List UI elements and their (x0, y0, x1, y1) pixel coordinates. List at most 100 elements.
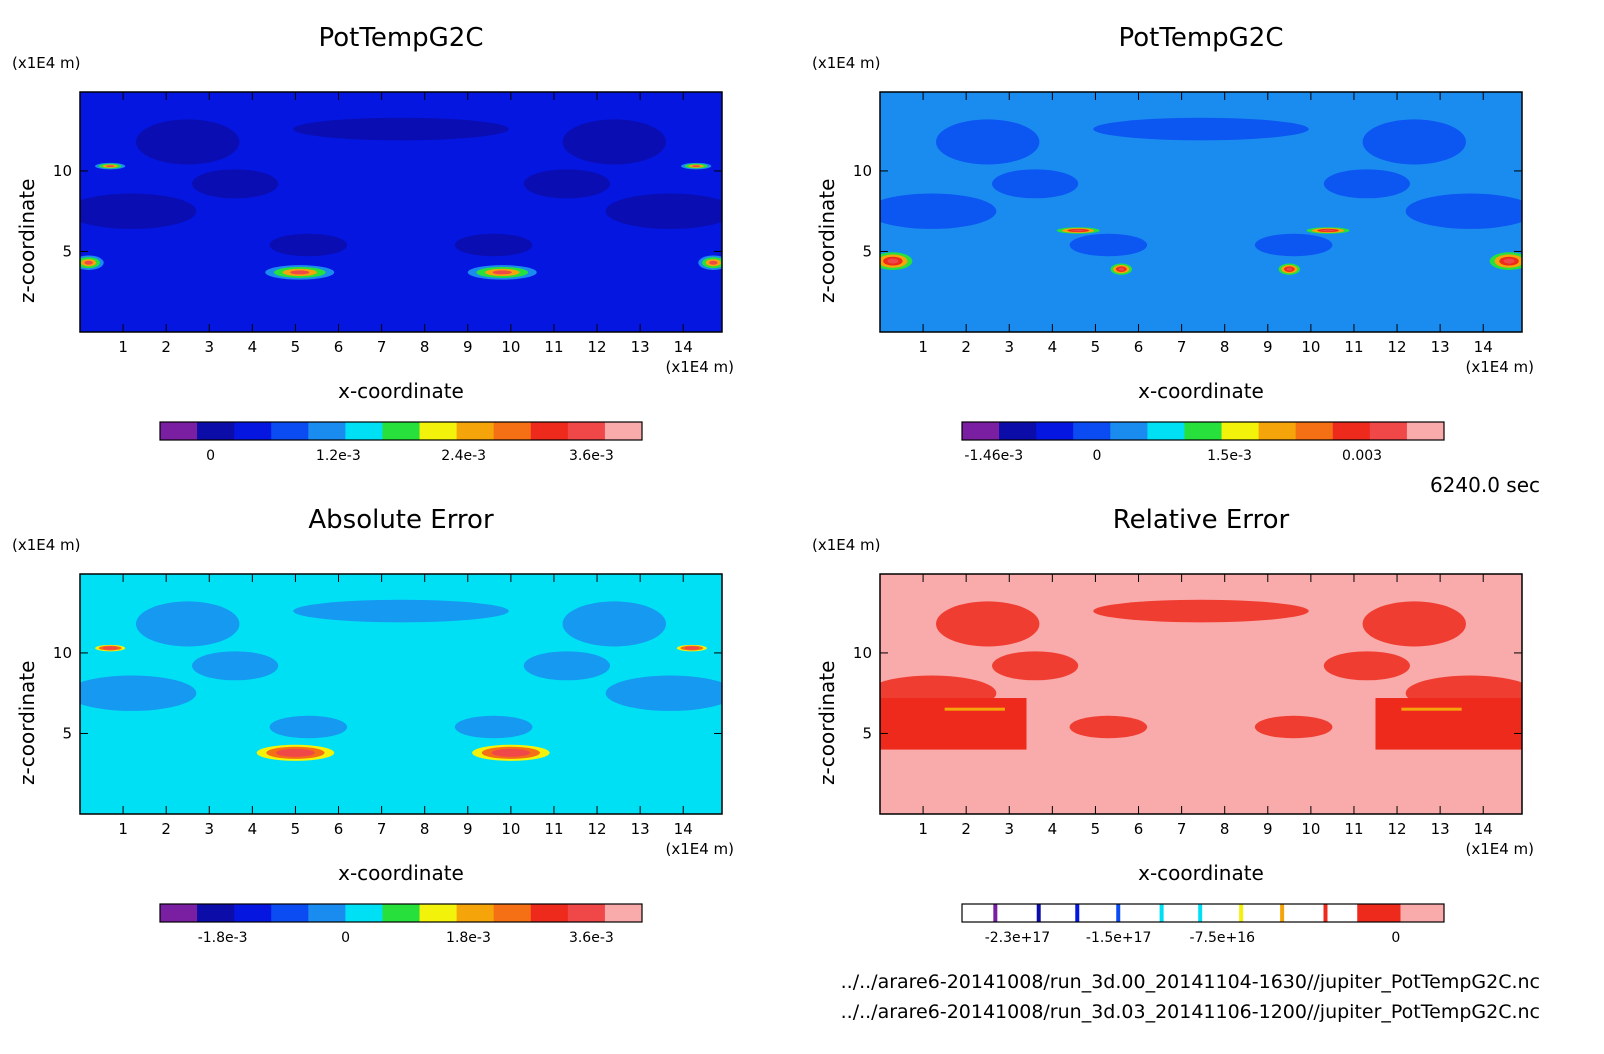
x-tick-label: 6 (1134, 338, 1144, 356)
y-tick-label: 5 (862, 724, 872, 742)
x-tick-label: 6 (334, 338, 344, 356)
x-tick-label: 8 (1220, 338, 1230, 356)
x-tick-label: 14 (1474, 338, 1493, 356)
heatmap-field (880, 92, 1522, 332)
colorbar-frame (961, 903, 1445, 923)
y-unit-label: (x1E4 m) (12, 54, 81, 72)
field-region (1323, 651, 1410, 681)
x-tick-label: 8 (420, 820, 430, 838)
x-tick-label: 9 (1263, 338, 1273, 356)
colorbar-tick-label: -7.5e+16 (1190, 930, 1256, 946)
colorbar-frame (961, 421, 1445, 441)
x-tick-label: 4 (248, 820, 258, 838)
field-region (192, 169, 279, 199)
colorbar-tick-label: 0 (341, 930, 350, 946)
y-tick-label: 10 (53, 644, 72, 662)
field-region (992, 651, 1079, 681)
colorbar-segment (1221, 422, 1260, 440)
x-tick-label: 4 (248, 338, 258, 356)
field-region (1069, 233, 1148, 257)
field-region (1093, 117, 1309, 141)
colorbar-segment (567, 422, 606, 440)
panel-title: PotTempG2C (319, 23, 484, 53)
field-region (936, 601, 1040, 647)
x-tick-label: 11 (1344, 338, 1363, 356)
y-tick-label: 10 (853, 162, 872, 180)
x-tick-label: 10 (501, 820, 520, 838)
colorbar-tick-label: -2.3e+17 (985, 930, 1050, 946)
field-anomaly (709, 260, 718, 265)
y-unit-label: (x1E4 m) (812, 54, 881, 72)
colorbar-segment (197, 904, 235, 922)
x-tick-label: 8 (1220, 820, 1230, 838)
colorbar-segment (1258, 422, 1297, 440)
colorbar-segment (567, 904, 606, 922)
colorbar-segment (271, 422, 309, 440)
field-region (605, 193, 722, 229)
colorbar-tick-label: 0.003 (1342, 448, 1382, 464)
field-region (293, 599, 509, 623)
x-tick-label: 12 (588, 338, 607, 356)
field-region (605, 675, 722, 711)
field-region (293, 117, 509, 141)
x-tick-label: 3 (204, 338, 214, 356)
source-file-path: ../../arare6-20141008/run_3d.03_20141106… (841, 1001, 1540, 1023)
x-tick-label: 5 (291, 820, 301, 838)
colorbar-segment (234, 422, 272, 440)
y-tick-label: 5 (62, 242, 72, 260)
x-tick-label: 10 (1301, 338, 1320, 356)
colorbar-tick-label: -1.8e-3 (198, 930, 248, 946)
x-tick-label: 2 (961, 338, 971, 356)
field-anomaly (1286, 267, 1293, 271)
colorbar-segment (197, 422, 235, 440)
panel-potemp-g2c-run00: PotTempG2C(x1E4 m)1 2 3 4 5 6 7 8 9 10 11 12 13 14510… (12, 23, 734, 464)
field-region (1069, 715, 1148, 739)
colorbar: 0 1.2e-3 2.4e-3 3.6e-3 (159, 421, 643, 464)
plot-frame (79, 91, 723, 333)
colorbar: -2.3e+17 -1.5e+17 -7.5e+16 0 (961, 903, 1445, 946)
colorbar-tick-label: 1.2e-3 (316, 448, 361, 464)
x-tick-label: 9 (463, 338, 473, 356)
colorbar: -1.46e-3 0 1.5e-3 0.003 (961, 421, 1445, 464)
colorbar-segment (993, 904, 998, 922)
panel-absolute-error: Absolute Error(x1E4 m)1 2 3 4 5 6 7 8 9 10 11 12 13 1… (12, 505, 734, 946)
colorbar-segment (1295, 422, 1334, 440)
x-tick-label: 9 (463, 820, 473, 838)
field-region (523, 169, 610, 199)
x-tick-label: 11 (544, 338, 563, 356)
x-tick-label: 2 (161, 820, 171, 838)
field-region (1405, 193, 1522, 229)
y-axis-label: z-coordinate (815, 661, 839, 785)
colorbar-segment (1198, 904, 1203, 922)
x-unit-label: (x1E4 m) (665, 358, 734, 376)
field-anomaly (691, 165, 701, 167)
field-region (880, 193, 997, 229)
colorbar-segment (1239, 904, 1244, 922)
colorbar-tick-label: 0 (1391, 930, 1400, 946)
y-tick-label: 5 (862, 242, 872, 260)
x-tick-label: 5 (1091, 338, 1101, 356)
x-tick-label: 4 (1048, 338, 1058, 356)
field-region (1401, 707, 1462, 711)
x-tick-label: 14 (674, 820, 693, 838)
colorbar-segment (1075, 904, 1080, 922)
x-unit-label: (x1E4 m) (1465, 358, 1534, 376)
field-region (136, 601, 240, 647)
x-tick-label: 1 (118, 338, 128, 356)
field-region (562, 119, 666, 165)
colorbar-segment (1369, 422, 1408, 440)
x-tick-label: 1 (918, 820, 928, 838)
panel-title: PotTempG2C (1119, 23, 1284, 53)
x-tick-label: 7 (1177, 338, 1187, 356)
heatmap-field (80, 574, 722, 814)
field-region (269, 233, 348, 257)
colorbar-tick-label: -1.46e-3 (964, 448, 1023, 464)
field-region (80, 193, 197, 229)
colorbar-frame (159, 903, 643, 923)
field-anomaly (500, 750, 522, 756)
field-region (1362, 119, 1466, 165)
plot-frame (879, 573, 1523, 815)
x-axis-label: x-coordinate (338, 379, 464, 403)
field-region (80, 675, 197, 711)
